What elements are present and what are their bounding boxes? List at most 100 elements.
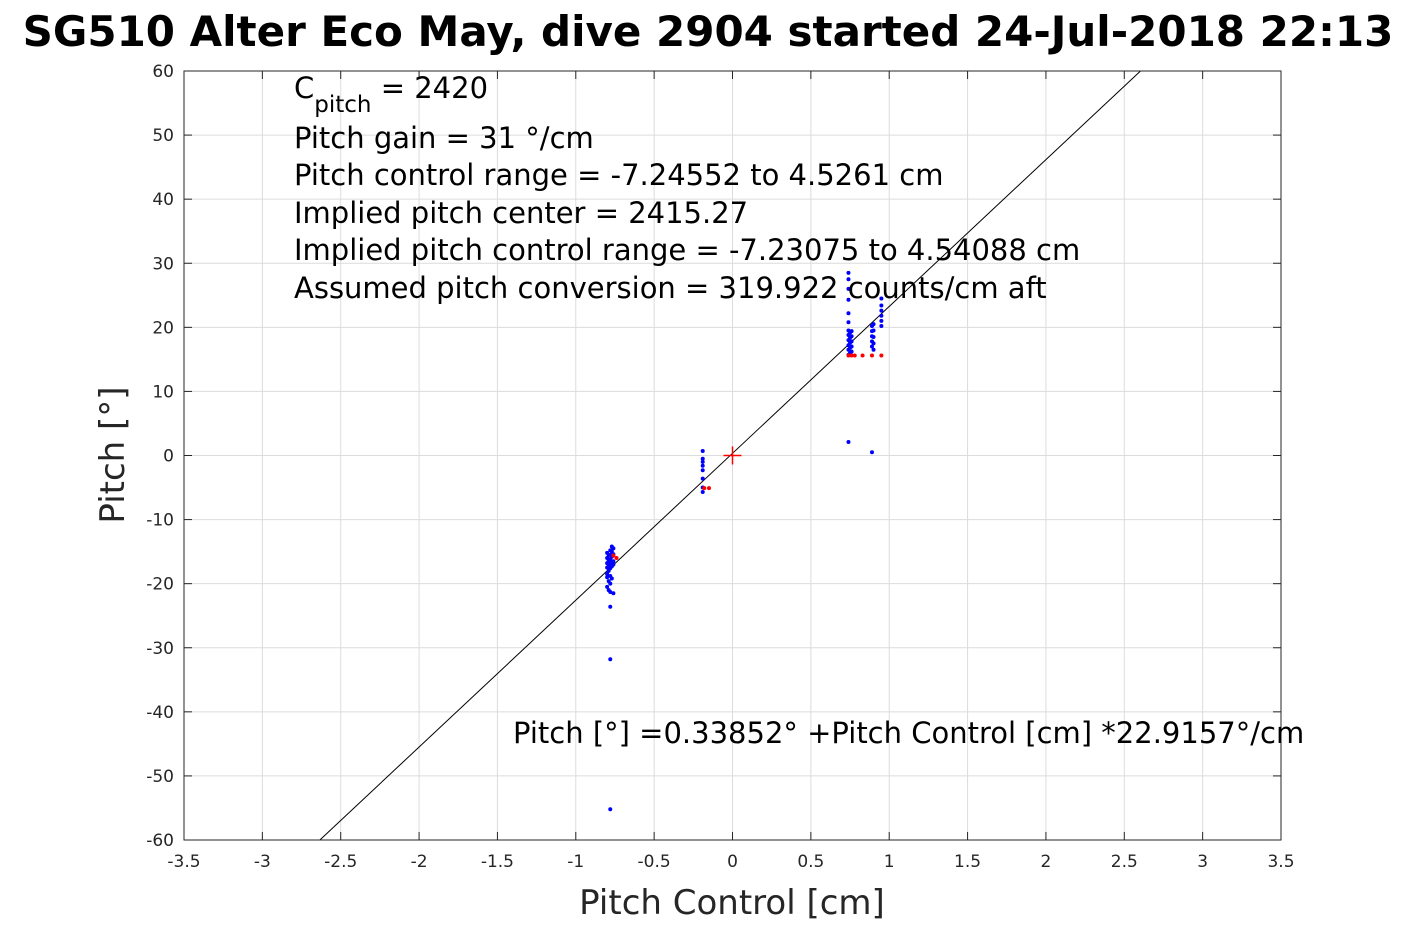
data-point: [846, 270, 851, 275]
data-point: [700, 468, 705, 473]
y-tick-label: 10: [152, 382, 174, 402]
y-tick-label: -60: [146, 831, 174, 851]
data-point: [879, 308, 884, 313]
data-point: [871, 322, 876, 327]
data-point: [700, 456, 705, 461]
annotation-line: Pitch control range = -7.24552 to 4.5261…: [294, 158, 943, 192]
data-point: [611, 591, 616, 596]
grid: [183, 70, 1282, 841]
data-point: [846, 297, 851, 302]
x-tick-label: -1.5: [481, 852, 514, 872]
fit-equation: Pitch [°] =0.33852° +Pitch Control [cm] …: [513, 716, 1304, 750]
x-tick-label: 0.5: [797, 852, 824, 872]
data-point: [849, 349, 854, 354]
x-tick-label: 1.5: [954, 852, 981, 872]
data-point: [605, 572, 610, 577]
data-point: [871, 341, 876, 346]
data-point: [611, 553, 616, 558]
annotation-line: Implied pitch control range = -7.23075 t…: [294, 233, 1080, 267]
x-tick-label: -2: [411, 852, 428, 872]
x-tick-label: 3: [1197, 852, 1208, 872]
data-point: [860, 353, 865, 358]
y-tick-label: -40: [146, 703, 174, 723]
annotation-line: Assumed pitch conversion = 319.922 count…: [294, 271, 1047, 305]
data-points: [605, 270, 884, 812]
data-point: [849, 329, 854, 334]
data-point: [869, 344, 874, 349]
x-tick-label: 2: [1041, 852, 1052, 872]
annotation-line: Implied pitch center = 2415.27: [294, 196, 748, 230]
x-tick-label: -3: [254, 852, 271, 872]
y-tick-label: 20: [152, 318, 174, 338]
data-point: [700, 459, 705, 464]
y-tick-label: 30: [152, 254, 174, 274]
y-tick-label: 0: [163, 447, 174, 467]
data-point: [700, 463, 705, 468]
data-point: [846, 277, 851, 282]
data-point: [846, 320, 851, 325]
c-pitch-subscript: pitch: [314, 92, 371, 118]
x-tick-label: -1: [567, 852, 584, 872]
data-point: [879, 324, 884, 329]
data-point: [869, 450, 874, 455]
x-tick-label: -0.5: [638, 852, 671, 872]
y-tick-label: 40: [152, 190, 174, 210]
data-point: [609, 576, 614, 581]
y-axis-label: Pitch [°]: [93, 386, 133, 523]
data-point: [849, 344, 854, 349]
data-point: [879, 313, 884, 318]
data-point: [605, 584, 610, 589]
chart-title: SG510 Alter Eco May, dive 2904 started 2…: [23, 7, 1394, 56]
data-point: [879, 318, 884, 323]
data-point: [702, 486, 707, 491]
data-point: [879, 296, 884, 301]
x-tick-label: 0: [727, 852, 738, 872]
data-point: [706, 486, 711, 491]
data-point: [849, 334, 854, 339]
data-point: [879, 303, 884, 308]
data-point: [614, 556, 619, 561]
data-point: [608, 657, 613, 662]
data-point: [849, 353, 854, 358]
data-point: [871, 347, 876, 352]
data-point: [846, 311, 851, 316]
data-point: [846, 286, 851, 291]
data-point: [846, 440, 851, 445]
data-point: [700, 476, 705, 481]
x-tick-label: -3.5: [167, 852, 200, 872]
data-point: [852, 353, 857, 358]
data-point: [871, 334, 876, 339]
x-axis-label: Pitch Control [cm]: [579, 883, 885, 923]
x-tick-label: 1: [884, 852, 895, 872]
y-tick-label: -10: [146, 511, 174, 531]
data-point: [611, 546, 616, 551]
data-point: [611, 562, 616, 567]
center-marker: [723, 446, 742, 465]
data-point: [849, 339, 854, 344]
data-point: [608, 589, 613, 594]
c-pitch-annotation: Cpitch = 2420: [294, 71, 488, 118]
x-tick-label: 2.5: [1111, 852, 1138, 872]
axis-ticks: -3.5 -3 -2.5 -2 -1.5 -1 -0.5 0 0.5 1 1.5 2 2.5 3 3.5 60…: [146, 62, 1294, 872]
data-point: [608, 807, 613, 812]
y-tick-label: -50: [146, 767, 174, 787]
y-tick-label: -30: [146, 639, 174, 659]
annotation-line: Pitch gain = 31 °/cm: [294, 121, 594, 155]
data-point: [700, 449, 705, 454]
y-tick-label: 60: [152, 62, 174, 82]
y-tick-label: -20: [146, 575, 174, 595]
data-point: [608, 581, 613, 586]
data-point: [700, 490, 705, 495]
x-tick-label: -2.5: [324, 852, 357, 872]
c-pitch-symbol: C: [294, 71, 314, 105]
data-point: [846, 353, 851, 358]
y-tick-label: 50: [152, 126, 174, 146]
annotation-block: Cpitch = 2420 Pitch gain = 31 °/cm Pitch…: [294, 71, 1080, 305]
c-pitch-value: = 2420: [371, 71, 488, 105]
data-point: [605, 575, 610, 580]
data-point: [879, 353, 884, 358]
data-point: [871, 328, 876, 333]
data-point: [611, 559, 616, 564]
data-point: [608, 604, 613, 609]
